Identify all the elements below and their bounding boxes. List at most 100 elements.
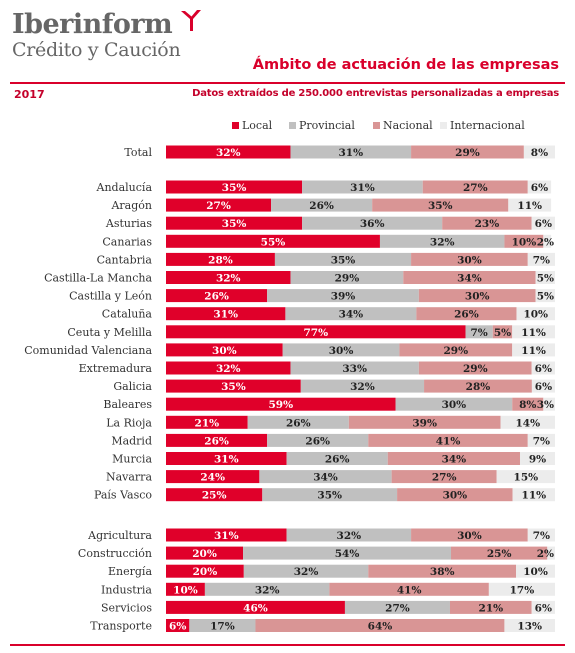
- data-label-la-rioja-internacional: 14%: [515, 417, 540, 429]
- bar-segment-servicios-local: [166, 600, 345, 614]
- data-label-cataluna-provincial: 34%: [339, 309, 364, 321]
- data-label-construccion-provincial: 54%: [335, 548, 360, 560]
- bar-segment-navarra-provincial: [259, 470, 392, 484]
- category-label-galicia: Galicia: [113, 380, 152, 393]
- data-label-aragon-provincial: 26%: [309, 200, 334, 212]
- data-label-total-nacional: 29%: [455, 147, 480, 159]
- data-label-canarias-local: 55%: [261, 236, 286, 248]
- category-label-industria: Industria: [101, 583, 152, 596]
- bar-segment-baleares-internacional: [543, 397, 555, 411]
- bar-segment-industria-internacional: [488, 582, 555, 596]
- bar-segment-andalucia-nacional: [422, 180, 528, 194]
- bar-segment-construccion-provincial: [243, 546, 452, 560]
- bar-segment-asturias-provincial: [302, 216, 443, 230]
- data-label-industria-nacional: 41%: [397, 584, 422, 596]
- legend-label-nacional: Nacional: [383, 119, 433, 132]
- legend-swatch-provincial: [289, 122, 296, 129]
- bar-segment-galicia-provincial: [300, 379, 425, 393]
- bar-segment-ceuta-y-melilla-provincial: [465, 325, 493, 339]
- bar-segment-pais-vasco-nacional: [397, 488, 513, 502]
- data-label-murcia-internacional: 9%: [529, 454, 546, 466]
- data-label-pais-vasco-local: 25%: [202, 490, 227, 502]
- data-label-canarias-internacional: 2%: [537, 236, 554, 248]
- data-label-construccion-internacional: 2%: [537, 548, 554, 560]
- data-label-industria-local: 10%: [173, 584, 198, 596]
- data-label-agricultura-internacional: 7%: [533, 530, 550, 542]
- data-label-galicia-local: 35%: [221, 381, 246, 393]
- category-label-castilla-la-mancha: Castilla-La Mancha: [44, 272, 152, 285]
- data-label-andalucia-internacional: 6%: [531, 182, 548, 194]
- bar-segment-energia-nacional: [368, 564, 517, 578]
- data-label-castilla-y-leon-provincial: 39%: [331, 291, 356, 303]
- bar-segment-la-rioja-nacional: [348, 415, 501, 429]
- data-label-castilla-la-mancha-nacional: 34%: [457, 273, 482, 285]
- bar-segment-andalucia-internacional: [527, 180, 552, 194]
- data-label-murcia-provincial: 26%: [325, 454, 350, 466]
- data-label-ceuta-y-melilla-local: 77%: [303, 327, 328, 339]
- bar-segment-aragon-nacional: [372, 198, 509, 212]
- bar-segment-total-local: [166, 145, 291, 159]
- data-label-castilla-y-leon-nacional: 30%: [465, 291, 490, 303]
- bar-segment-castilla-y-leon-local: [166, 289, 268, 303]
- legend-label-provincial: Provincial: [299, 119, 355, 132]
- bar-segment-murcia-local: [166, 452, 287, 465]
- data-label-servicios-internacional: 6%: [535, 602, 552, 614]
- bar-segment-pais-vasco-provincial: [262, 488, 398, 502]
- data-label-andalucia-provincial: 31%: [350, 182, 375, 194]
- bar-segment-castilla-la-mancha-internacional: [535, 271, 555, 284]
- data-label-total-internacional: 8%: [531, 147, 548, 159]
- category-label-agricultura: Agricultura: [87, 529, 152, 542]
- bar-segment-industria-provincial: [204, 582, 330, 596]
- bar-segment-galicia-nacional: [424, 379, 532, 393]
- bar-segment-navarra-nacional: [391, 470, 497, 484]
- data-label-cataluna-nacional: 26%: [454, 309, 479, 321]
- bar-segment-construccion-nacional: [451, 546, 548, 560]
- bar-segment-la-rioja-provincial: [247, 415, 349, 429]
- data-label-la-rioja-provincial: 26%: [286, 417, 311, 429]
- bar-segment-agricultura-provincial: [286, 528, 412, 542]
- data-label-servicios-provincial: 27%: [385, 602, 410, 614]
- category-label-pais-vasco: País Vasco: [94, 489, 152, 502]
- data-label-castilla-la-mancha-internacional: 5%: [537, 273, 554, 285]
- data-label-construccion-local: 20%: [192, 548, 217, 560]
- bar-segment-castilla-la-mancha-nacional: [403, 271, 536, 284]
- bar-segment-madrid-internacional: [527, 433, 555, 447]
- category-label-asturias: Asturias: [105, 217, 152, 230]
- bar-segment-baleares-local: [166, 397, 396, 411]
- bar-segment-agricultura-internacional: [527, 528, 555, 542]
- data-label-extremadura-provincial: 33%: [342, 363, 367, 375]
- bar-segment-canarias-nacional: [504, 234, 544, 248]
- data-label-total-provincial: 31%: [338, 147, 363, 159]
- data-label-cataluna-local: 31%: [213, 309, 238, 321]
- bar-segment-total-internacional: [523, 145, 555, 159]
- data-label-energia-nacional: 38%: [430, 566, 455, 578]
- data-label-cantabria-internacional: 7%: [533, 254, 550, 266]
- bar-segment-cataluna-local: [166, 307, 286, 321]
- bar-segment-aragon-internacional: [508, 198, 552, 212]
- data-label-ceuta-y-melilla-nacional: 5%: [494, 327, 511, 339]
- legend-label-local: Local: [242, 119, 273, 132]
- data-label-pais-vasco-internacional: 11%: [522, 490, 547, 502]
- data-label-pais-vasco-nacional: 30%: [443, 490, 468, 502]
- bar-segment-pais-vasco-internacional: [512, 488, 555, 502]
- bar-segment-cataluna-provincial: [285, 307, 417, 321]
- bar-segment-madrid-provincial: [267, 433, 369, 447]
- data-label-madrid-provincial: 26%: [305, 435, 330, 447]
- bar-segment-ceuta-y-melilla-local: [166, 325, 466, 339]
- data-label-madrid-local: 26%: [204, 435, 229, 447]
- data-label-galicia-internacional: 6%: [535, 381, 552, 393]
- data-label-cantabria-provincial: 35%: [331, 254, 356, 266]
- data-label-navarra-nacional: 27%: [432, 472, 457, 484]
- data-label-transporte-provincial: 17%: [210, 621, 235, 633]
- data-label-ceuta-y-melilla-provincial: 7%: [470, 327, 487, 339]
- data-label-castilla-y-leon-local: 26%: [204, 291, 229, 303]
- data-label-baleares-provincial: 30%: [442, 399, 467, 411]
- bar-segment-servicios-provincial: [344, 600, 450, 614]
- bar-segment-cantabria-provincial: [274, 252, 412, 266]
- bar-segment-industria-local: [166, 582, 205, 596]
- data-label-canarias-provincial: 32%: [430, 236, 455, 248]
- bar-segment-comunidad-valenciana-nacional: [399, 343, 513, 357]
- data-label-total-local: 32%: [216, 147, 241, 159]
- category-label-transporte: Transporte: [90, 620, 152, 633]
